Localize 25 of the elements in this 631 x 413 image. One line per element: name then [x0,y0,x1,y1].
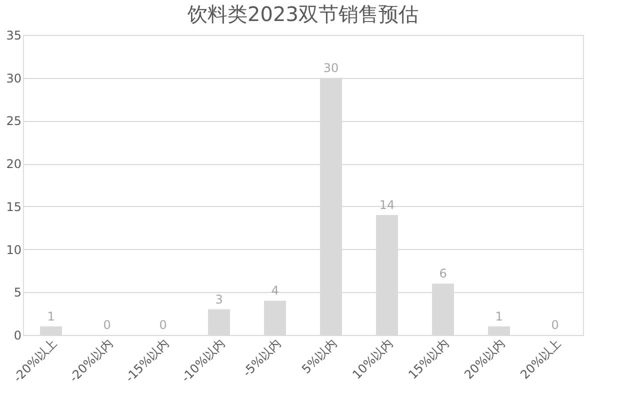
chart-title: 饮料类2023双节销售预估 [186,2,418,26]
data-label: 0 [103,318,111,332]
bar [40,326,62,335]
y-tick-label: 35 [6,28,22,42]
y-tick-label: 20 [6,157,22,172]
y-tick-label: 30 [6,71,22,86]
data-label: 4 [271,284,279,298]
data-label: 0 [159,318,167,332]
y-tick-label: 5 [14,286,22,300]
bar [208,309,230,335]
y-tick-label: 0 [14,328,22,342]
data-label: 6 [439,266,447,281]
data-label: 0 [551,318,559,332]
data-label: 14 [379,198,395,212]
data-label: 3 [215,292,223,306]
y-tick-label: 25 [6,114,22,128]
bar [264,300,286,335]
bar [488,326,510,335]
y-tick-label: 10 [6,242,22,257]
x-tick-label: 5%以内 [299,336,340,376]
data-label: 1 [495,309,503,324]
x-tick-label: -5%以内 [240,336,284,380]
data-label: 1 [47,309,55,324]
data-label: 30 [323,60,339,75]
y-tick-label: 15 [6,200,22,214]
